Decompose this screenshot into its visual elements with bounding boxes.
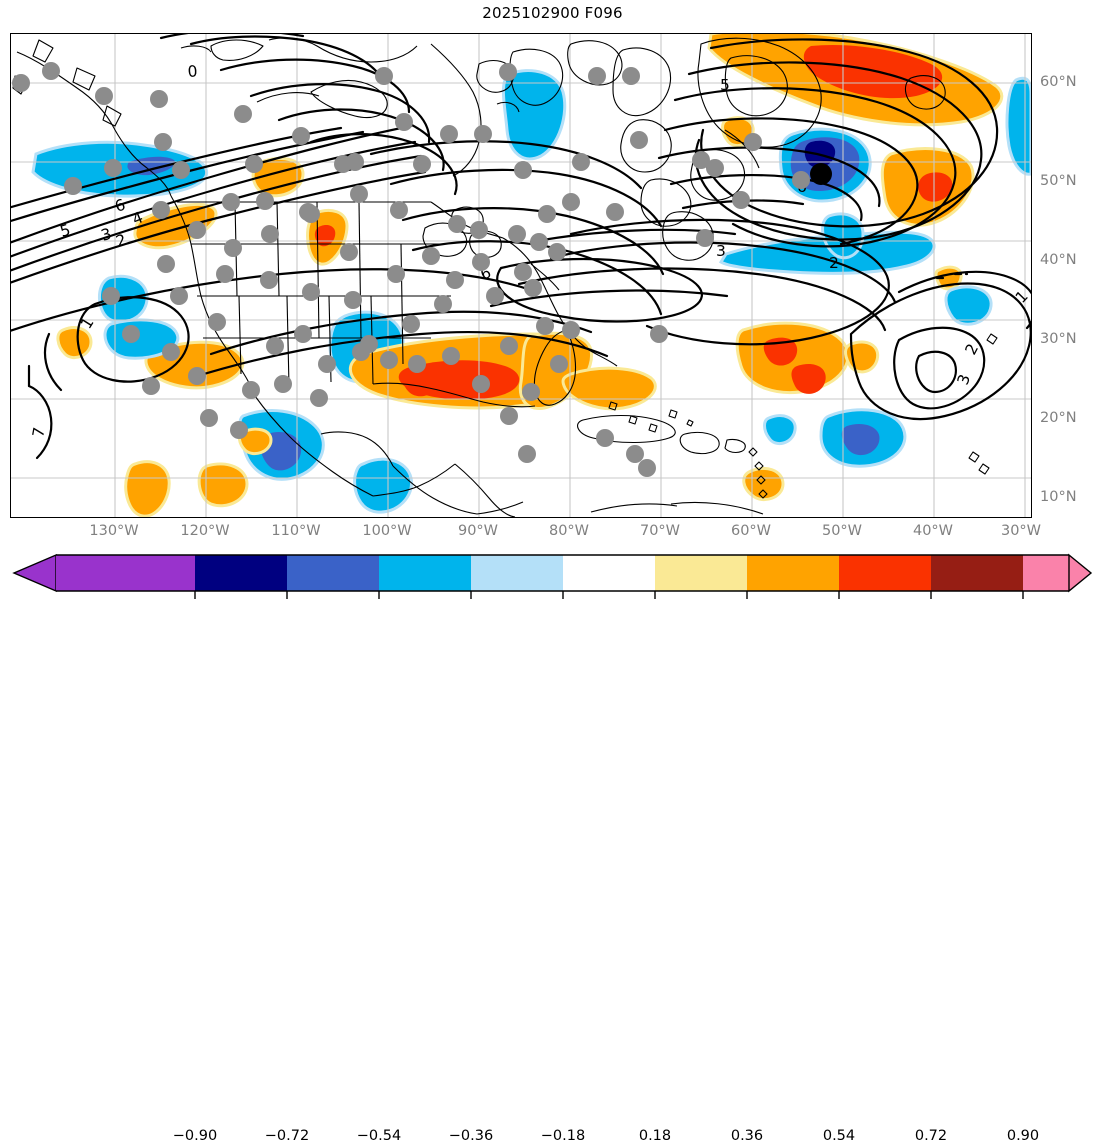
contour-label-5-b: 5 xyxy=(720,76,730,94)
colorbar-band-white xyxy=(563,555,655,591)
cb-tick-0.54: 0.54 xyxy=(822,1128,856,1144)
low-center-marker xyxy=(810,163,832,185)
map-clip: 0 6 4 5 3 2 1 7 6 5 6 3 2 1 2 xyxy=(11,34,1031,517)
ytick-30n: 30°N xyxy=(1040,331,1077,347)
station-markers xyxy=(12,62,810,477)
ytick-10n: 10°N xyxy=(1040,489,1077,505)
map-canvas: 0 6 4 5 3 2 1 7 6 5 6 3 2 1 2 xyxy=(11,34,1031,517)
map-plot-area: 0 6 4 5 3 2 1 7 6 5 6 3 2 1 2 xyxy=(10,33,1032,518)
xtick-110w: 110°W xyxy=(271,523,321,539)
ytick-60n: 60°N xyxy=(1040,74,1077,90)
xtick-100w: 100°W xyxy=(362,523,412,539)
cb-tick--0.72: −0.72 xyxy=(264,1128,310,1144)
colorbar-band-lightblue xyxy=(471,555,563,591)
colorbar-band-pink xyxy=(1023,555,1069,591)
colorbar-band-orange xyxy=(747,555,839,591)
xtick-80w: 80°W xyxy=(548,523,590,539)
colorbar: −0.90 −0.72 −0.54 −0.36 −0.18 0.18 0.36 … xyxy=(0,545,1105,1144)
contour-label-2-b: 2 xyxy=(829,254,839,272)
ytick-40n: 40°N xyxy=(1040,252,1077,268)
contour-label-0: 0 xyxy=(187,62,198,81)
cb-tick-0.18: 0.18 xyxy=(638,1128,672,1144)
colorbar-band-royalblue xyxy=(287,555,379,591)
cb-tick-0.72: 0.72 xyxy=(914,1128,948,1144)
colorbar-band-navy xyxy=(195,555,287,591)
cb-tick--0.36: −0.36 xyxy=(448,1128,494,1144)
contour-label-3-b: 3 xyxy=(716,242,726,260)
cb-tick--0.54: −0.54 xyxy=(356,1128,402,1144)
xtick-60w: 60°W xyxy=(730,523,772,539)
xtick-50w: 50°W xyxy=(821,523,863,539)
colorbar-band-purple xyxy=(56,555,195,591)
xtick-130w: 130°W xyxy=(89,523,139,539)
map-coastlines xyxy=(12,37,998,517)
ytick-20n: 20°N xyxy=(1040,410,1077,426)
contour-label-7: 7 xyxy=(29,426,48,439)
xtick-40w: 40°W xyxy=(912,523,954,539)
colorbar-ticks xyxy=(194,591,1024,599)
cb-tick--0.90: −0.90 xyxy=(172,1128,218,1144)
colorbar-extend-left xyxy=(12,553,57,593)
cb-tick-0.36: 0.36 xyxy=(730,1128,764,1144)
colorbar-band-orangered xyxy=(839,555,931,591)
xtick-30w: 30°W xyxy=(1000,523,1042,539)
colorbar-band-darkred xyxy=(931,555,1023,591)
cb-tick-0.90: 0.90 xyxy=(1006,1128,1040,1144)
xtick-120w: 120°W xyxy=(180,523,230,539)
cb-tick--0.18: −0.18 xyxy=(540,1128,586,1144)
colorbar-band-lightyellow xyxy=(655,555,747,591)
chart-title: 2025102900 F096 xyxy=(482,4,623,22)
xtick-70w: 70°W xyxy=(639,523,681,539)
colorbar-extend-right xyxy=(1068,553,1093,593)
colorbar-band-cyan xyxy=(379,555,471,591)
ytick-50n: 50°N xyxy=(1040,173,1077,189)
figure-root: 2025102900 F096 xyxy=(0,4,1105,1144)
colorbar-canvas xyxy=(12,553,1093,599)
xtick-90w: 90°W xyxy=(457,523,499,539)
